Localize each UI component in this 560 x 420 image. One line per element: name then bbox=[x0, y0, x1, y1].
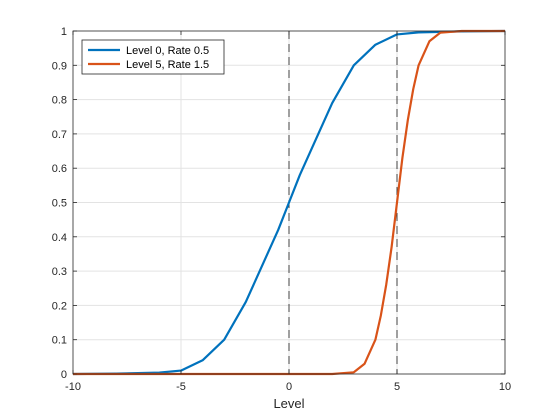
series-lines bbox=[72, 29, 506, 376]
x-tick-label: 5 bbox=[394, 381, 400, 393]
y-tick-label: 0.4 bbox=[52, 232, 67, 244]
axis-ticks bbox=[72, 30, 506, 375]
y-tick-label: 0.1 bbox=[52, 335, 67, 347]
y-tick-label: 0.7 bbox=[52, 129, 67, 141]
y-tick-label: 0.9 bbox=[52, 60, 67, 72]
x-tick-label: -5 bbox=[176, 381, 186, 393]
legend-label: Level 0, Rate 0.5 bbox=[126, 45, 209, 57]
legend: Level 0, Rate 0.5 Level 5, Rate 1.5 bbox=[81, 39, 225, 75]
x-axis-label: Level bbox=[273, 396, 304, 411]
legend-label: Level 5, Rate 1.5 bbox=[126, 59, 209, 71]
legend-box bbox=[81, 39, 225, 75]
x-tick-label: 0 bbox=[286, 381, 292, 393]
y-tick-label: 0 bbox=[61, 369, 67, 381]
y-tick-labels: 0 0.1 0.2 0.3 0.4 0.5 0.6 0.7 0.8 0.9 1 bbox=[52, 26, 67, 381]
y-tick-label: 0.8 bbox=[52, 95, 67, 107]
x-tick-label: 10 bbox=[499, 381, 511, 393]
y-tick-label: 0.3 bbox=[52, 266, 67, 278]
y-tick-label: 1 bbox=[61, 26, 67, 38]
x-tick-labels: -10 -5 0 5 10 bbox=[65, 381, 511, 393]
series-line bbox=[72, 29, 506, 376]
y-tick-label: 0.2 bbox=[52, 300, 67, 312]
x-tick-label: -10 bbox=[65, 381, 81, 393]
series-line bbox=[73, 29, 505, 376]
y-tick-label: 0.6 bbox=[52, 163, 67, 175]
y-tick-label: 0.5 bbox=[52, 198, 67, 210]
